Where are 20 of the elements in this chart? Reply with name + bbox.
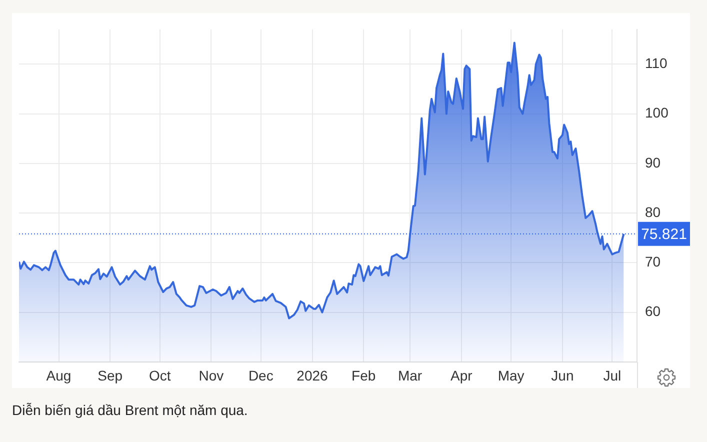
text: Diễn biến giá dầu Brent một năm qua.: [12, 401, 248, 419]
x-tick-label: May: [498, 367, 524, 384]
x-tick-label: 2026: [296, 367, 328, 384]
x-tick-label: Oct: [148, 367, 171, 384]
y-tick-label: 80: [645, 204, 661, 220]
y-tick-label: 110: [645, 55, 668, 72]
x-tick-label: Jul: [603, 367, 622, 384]
x-tick-label: Feb: [352, 367, 376, 384]
x-tick-label: Dec: [248, 367, 274, 384]
y-tick-label: 60: [645, 303, 661, 320]
x-tick-label: Sep: [98, 367, 123, 384]
y-tick-label: 90: [645, 154, 661, 170]
x-tick-label: Mar: [398, 367, 422, 384]
x-tick-label: Jun: [551, 367, 574, 384]
x-tick-label: Aug: [46, 367, 72, 384]
y-tick-label: 100: [645, 104, 669, 121]
ref-line-label: 75.821: [641, 226, 687, 243]
y-tick-label: 70: [645, 254, 661, 270]
x-tick-label: Nov: [198, 367, 224, 384]
x-tick-label: Apr: [450, 367, 473, 384]
